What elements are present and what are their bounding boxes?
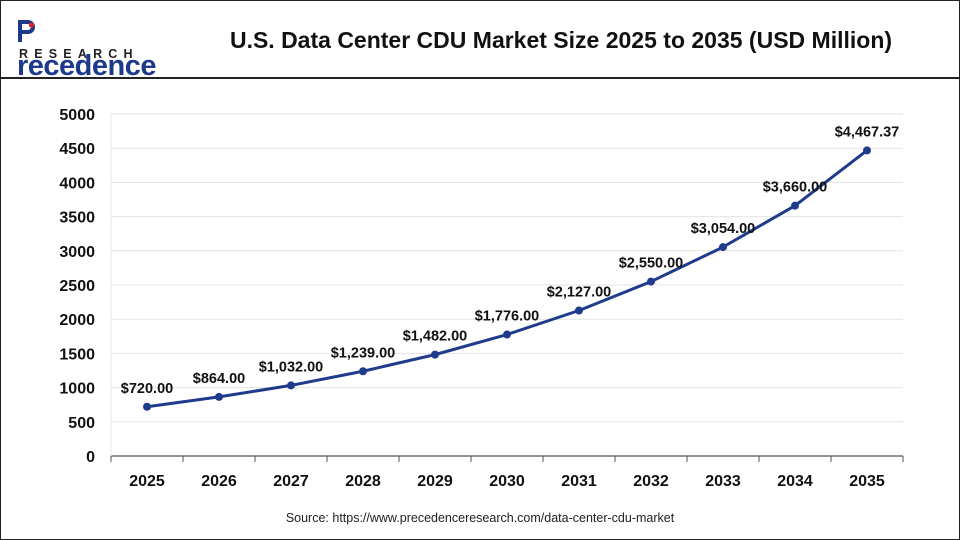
logo-p-mark-icon [17, 18, 37, 42]
data-point [431, 350, 439, 359]
y-tick-label: 500 [68, 415, 95, 432]
x-tick-label: 2035 [849, 473, 885, 490]
x-tick-label: 2030 [489, 473, 525, 490]
source-note: Source: https://www.precedenceresearch.c… [285, 511, 675, 525]
x-tick-label: 2025 [129, 473, 165, 490]
y-tick-label: 5000 [59, 107, 95, 124]
data-label: $4,467.37 [835, 124, 900, 140]
data-point [503, 330, 511, 339]
data-label: $2,550.00 [619, 256, 684, 272]
x-tick-label: 2029 [417, 473, 453, 490]
grid-lines [111, 113, 903, 423]
data-label: $1,032.00 [259, 359, 324, 375]
data-label: $864.00 [193, 371, 245, 387]
x-tick-label: 2027 [273, 473, 309, 490]
x-tick-label: 2032 [633, 473, 669, 490]
data-labels: $720.00 $864.00 $1,032.00 $1,239.00 $1,482.0… [121, 124, 899, 396]
line-chart: 0 500 1000 1500 2000 2500 3000 3500 4000 4500 5000… [59, 107, 904, 490]
precedence-research-logo: recedence RESEARCH [17, 17, 167, 82]
y-tick-label: 3500 [59, 210, 95, 227]
data-point [647, 277, 655, 286]
data-label: $2,127.00 [547, 285, 612, 301]
data-point [215, 392, 223, 401]
data-point [143, 402, 151, 411]
data-point [791, 201, 799, 210]
data-point [287, 381, 295, 390]
data-point [575, 306, 583, 315]
y-tick-label: 1500 [59, 346, 95, 363]
data-label: $3,660.00 [763, 180, 828, 196]
x-tick-label: 2031 [561, 473, 597, 490]
data-point [863, 146, 871, 155]
y-tick-label: 3000 [59, 244, 95, 261]
x-tick-label: 2026 [201, 473, 237, 490]
x-tick-label: 2033 [705, 473, 741, 490]
chart-title: U.S. Data Center CDU Market Size 2025 to… [229, 27, 893, 53]
data-label: $1,239.00 [331, 345, 396, 361]
x-tick-label: 2028 [345, 473, 381, 490]
y-tick-label: 4500 [59, 141, 95, 158]
data-label: $3,054.00 [691, 221, 756, 237]
logo-tagline: RESEARCH [19, 47, 139, 61]
series-line [145, 148, 869, 409]
y-tick-label: 2500 [59, 278, 95, 295]
data-point [719, 243, 727, 252]
series-line-path [145, 148, 869, 409]
y-tick-label: 4000 [59, 175, 95, 192]
y-tick-label: 1000 [59, 381, 95, 398]
y-tick-label: 2000 [59, 312, 95, 329]
data-label: $1,776.00 [475, 309, 540, 325]
axes: 0 500 1000 1500 2000 2500 3000 3500 4000 4500 5000… [59, 107, 904, 490]
x-tick-label: 2034 [777, 473, 813, 490]
logo-wordmark: recedence [17, 50, 157, 82]
data-label: $720.00 [121, 381, 173, 397]
data-label: $1,482.00 [403, 329, 468, 345]
data-point [359, 367, 367, 376]
y-tick-label: 0 [86, 449, 95, 466]
header: recedence RESEARCH U.S. Data Center CDU … [1, 1, 959, 82]
data-points [143, 146, 871, 411]
